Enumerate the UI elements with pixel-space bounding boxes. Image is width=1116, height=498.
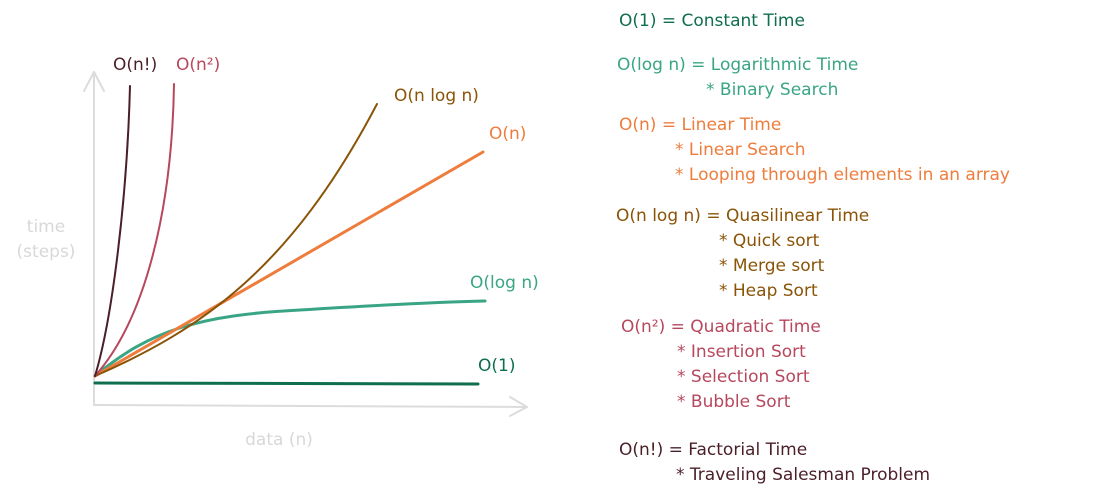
curve-onlogn	[94, 103, 378, 377]
legend-item-insertion-sort: * Insertion Sort	[677, 342, 806, 362]
curve-labels: O(1) O(log n) O(n) O(n log n) O(n²) O(n!…	[113, 55, 539, 376]
curve-on	[93, 150, 485, 378]
curve-label-on2: O(n²)	[176, 55, 220, 75]
legend-item-linear-search: * Linear Search	[675, 140, 806, 160]
legend-title-quasilinear: O(n log n) = Quasilinear Time	[616, 206, 870, 226]
curve-ologn	[93, 299, 487, 378]
legend-item-traveling-salesman: * Traveling Salesman Problem	[676, 465, 931, 485]
legend-item-selection-sort: * Selection Sort	[677, 367, 810, 387]
legend-item-merge-sort: * Merge sort	[719, 256, 825, 276]
axes	[83, 71, 528, 417]
complexity-chart: time (steps) data (n) O(1) O(log n) O(n)…	[17, 55, 539, 450]
x-axis	[93, 404, 528, 408]
y-axis-title-line2: (steps)	[17, 242, 76, 262]
curve-label-o1: O(1)	[478, 356, 515, 376]
legend-item-binary-search: * Binary Search	[706, 80, 839, 100]
curves	[93, 83, 487, 386]
legend-item-quick-sort: * Quick sort	[719, 231, 820, 251]
legend-item-bubble-sort: * Bubble Sort	[677, 392, 791, 412]
y-axis-arrowhead	[83, 71, 105, 92]
curve-on2	[94, 83, 175, 377]
x-axis-arrowhead	[509, 396, 528, 417]
curve-label-ologn: O(log n)	[470, 273, 539, 293]
x-axis-title: data (n)	[245, 430, 313, 450]
legend-title-logarithmic: O(log n) = Logarithmic Time	[617, 55, 859, 75]
curve-o1	[93, 381, 480, 386]
legend-title-quadratic: O(n²) = Quadratic Time	[621, 317, 821, 337]
y-axis-title-line1: time	[27, 217, 65, 237]
curve-onf	[94, 85, 131, 377]
curve-label-onlogn: O(n log n)	[394, 86, 479, 106]
legend-item-heap-sort: * Heap Sort	[719, 281, 818, 301]
legend-title-factorial: O(n!) = Factorial Time	[619, 440, 808, 460]
curve-label-on: O(n)	[489, 124, 526, 144]
legend-item-looping: * Looping through elements in an array	[675, 165, 1010, 185]
legend-title-linear: O(n) = Linear Time	[619, 115, 782, 135]
legend-title-constant: O(1) = Constant Time	[619, 11, 805, 31]
curve-label-onf: O(n!)	[113, 55, 157, 75]
